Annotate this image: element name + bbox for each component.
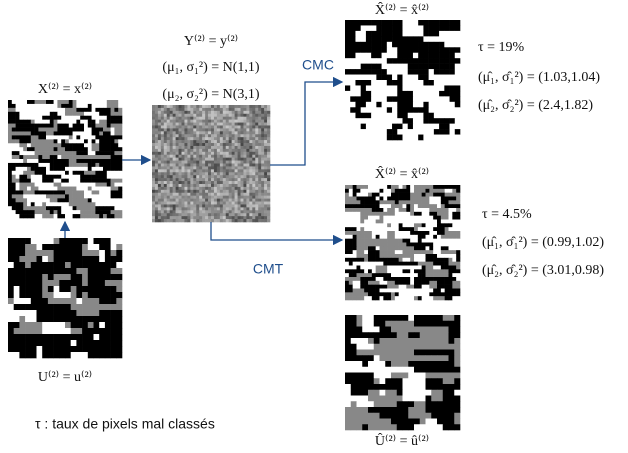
label: X⁽²⁾ = x⁽²⁾ [38, 82, 92, 97]
footnote: τ : taux de pixels mal classés [35, 416, 215, 432]
label: U⁽²⁾ = u⁽²⁾ [38, 370, 92, 385]
image [345, 315, 460, 430]
arrow [270, 82, 342, 165]
image [345, 20, 460, 140]
result: τ = 19% [478, 40, 525, 55]
label: (μ₂, σ₂²) = N(3,1) [162, 87, 260, 102]
label: Y⁽²⁾ = y⁽²⁾ [184, 34, 238, 49]
label: (μ₁, σ₁²) = N(1,1) [162, 60, 260, 75]
result: τ = 4.5% [482, 207, 532, 222]
result: (μ̂₁, σ̂₁²) = (0.99,1.02) [482, 235, 604, 250]
image [345, 185, 460, 300]
edge-label: CMT [253, 261, 284, 277]
image [8, 238, 122, 358]
image [152, 105, 270, 222]
label: X̂⁽²⁾ = x̂⁽²⁾ [375, 165, 429, 182]
label: X̂⁽²⁾ = x̂⁽²⁾ [375, 1, 429, 18]
result: (μ̂₂, σ̂₂²) = (2.4,1.82) [478, 98, 593, 113]
arrow [211, 222, 342, 240]
label: Û⁽²⁾ = û⁽²⁾ [375, 432, 429, 449]
result: (μ̂₁, σ̂₁²) = (1.03,1.04) [478, 70, 600, 85]
image [8, 100, 122, 218]
result: (μ̂₂, σ̂₂²) = (3.01,0.98) [482, 263, 604, 278]
diagram: X⁽²⁾ = x⁽²⁾ U⁽²⁾ = u⁽²⁾ Y⁽²⁾ = y⁽²⁾ (μ₁,… [0, 0, 628, 453]
edge-label: CMC [302, 57, 334, 73]
